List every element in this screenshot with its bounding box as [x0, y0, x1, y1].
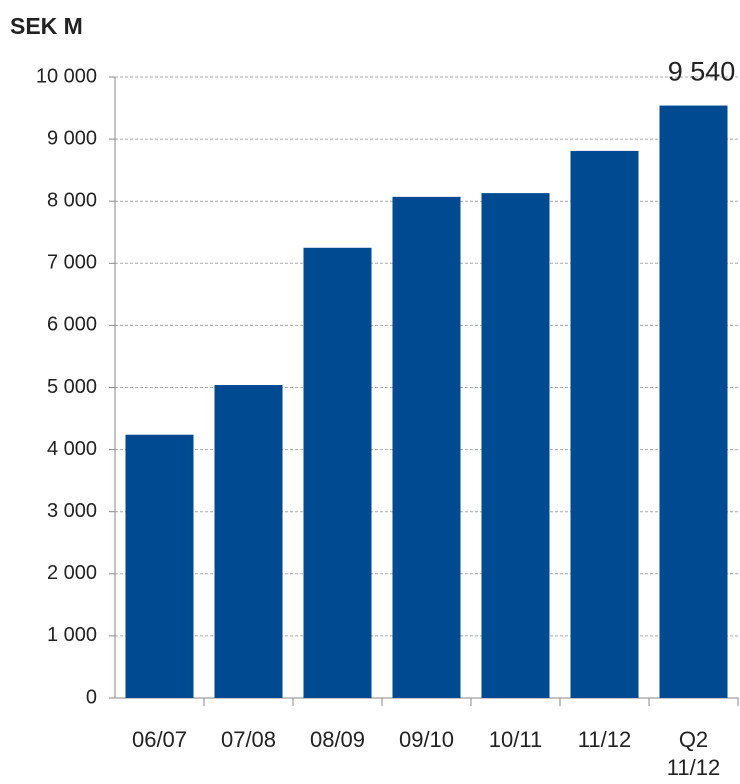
y-tick-label: 7 000 [47, 252, 97, 274]
y-tick-label: 9 000 [47, 127, 97, 149]
x-tick-label: 07/08 [220, 727, 277, 752]
bar [481, 193, 550, 698]
y-tick-label: 2 000 [47, 562, 97, 584]
chart-title: SEK M [10, 13, 83, 39]
x-tick-label: 09/10 [398, 727, 455, 752]
y-tick-label: 10 000 [36, 65, 97, 87]
bar [125, 434, 194, 698]
y-tick-label: 1 000 [47, 624, 97, 646]
y-tick-label: 5 000 [47, 376, 97, 398]
x-tick-label: 08/09 [309, 727, 366, 752]
bar [392, 196, 461, 698]
y-tick-label: 8 000 [47, 189, 97, 211]
y-tick-label: 4 000 [47, 438, 97, 460]
y-tick-label: 0 [86, 686, 97, 708]
bar [214, 385, 283, 698]
x-tick-label: 06/07 [131, 727, 188, 752]
bar [659, 105, 728, 699]
x-tick-label: Q2 11/12 [666, 727, 721, 780]
value-label: 9 540 [668, 57, 736, 87]
bar [303, 247, 372, 698]
bar [570, 150, 639, 699]
y-tick-label: 6 000 [47, 314, 97, 336]
x-tick-label: 11/12 [577, 727, 632, 752]
y-tick-label: 3 000 [47, 500, 97, 522]
x-tick-label: 10/11 [488, 727, 543, 752]
